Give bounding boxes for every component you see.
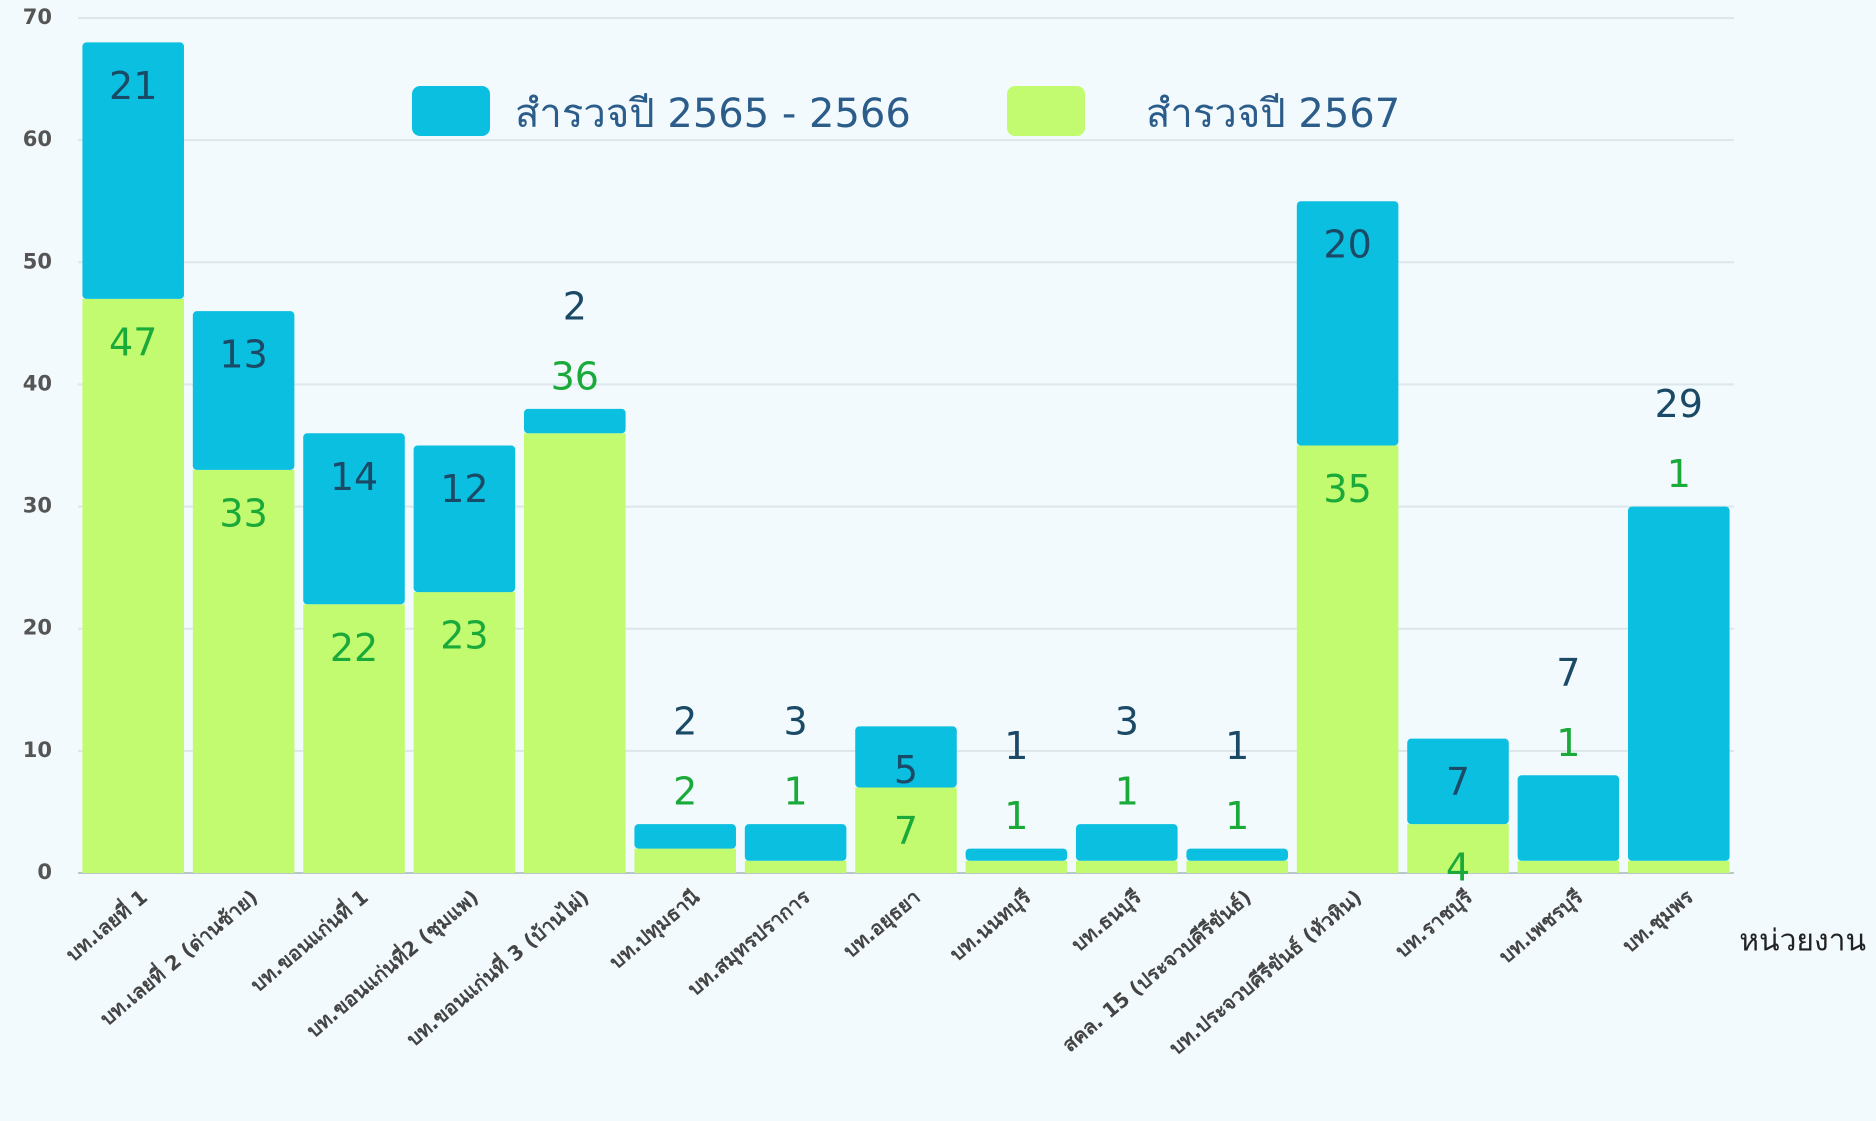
value-label: 1 (1004, 794, 1028, 838)
bar-segment (634, 848, 736, 873)
legend-swatch (1007, 86, 1085, 136)
value-label: 5 (894, 748, 918, 792)
bar-segment (1296, 445, 1399, 873)
value-label: 7 (1446, 760, 1470, 804)
y-tick-label: 0 (37, 860, 52, 884)
bar-segment (1296, 201, 1399, 446)
legend-swatch (412, 86, 490, 136)
value-label: 3 (784, 700, 808, 744)
value-label: 23 (440, 614, 488, 658)
x-tick-label: บท.ราชบุรี (1390, 884, 1477, 963)
bar-segment (1186, 848, 1288, 861)
bar-segment (744, 860, 847, 873)
bar-segment (1407, 824, 1509, 873)
x-tick-label: บท.อยุธยา (839, 885, 926, 964)
x-tick-label: บท.ขอนแก่นที่2 (ชุมแพ) (300, 882, 484, 1043)
value-label: 7 (1556, 651, 1580, 695)
value-label: 1 (1556, 721, 1580, 765)
y-tick-label: 30 (23, 494, 52, 518)
x-tick-label: บท.ธนบุรี (1067, 884, 1147, 957)
value-label: 47 (109, 320, 157, 364)
bar-segment (192, 311, 295, 470)
value-label: 14 (330, 455, 378, 499)
value-label: 21 (109, 64, 157, 108)
value-label: 22 (330, 626, 378, 670)
value-label: 1 (1225, 794, 1249, 838)
value-label: 33 (219, 491, 267, 535)
x-tick-label: บท.นนทบุรี (945, 885, 1036, 967)
bar-segment (192, 469, 295, 873)
value-label: 7 (894, 809, 918, 853)
bar-segment (744, 824, 847, 861)
bar-segment (1517, 860, 1620, 873)
bar-segment (82, 42, 184, 299)
y-tick-label: 60 (23, 127, 52, 151)
bar-segment (1628, 860, 1730, 873)
x-tick-label: บท.ชุมพร (1618, 885, 1699, 958)
bar-segment (1407, 738, 1509, 825)
bar-segment (524, 408, 626, 434)
value-label: 36 (551, 354, 599, 398)
value-label: 1 (1667, 452, 1691, 496)
value-label: 3 (1115, 700, 1139, 744)
bar-segment (1517, 775, 1620, 861)
value-label: 1 (1225, 724, 1249, 768)
value-label: 4 (1446, 846, 1470, 890)
value-label: 35 (1323, 467, 1371, 511)
bar-segment (634, 824, 736, 849)
bar-segment (413, 592, 516, 873)
x-tick-label: บท.เพชรบุรี (1494, 884, 1588, 968)
y-tick-label: 20 (23, 616, 52, 640)
y-tick-label: 40 (23, 371, 52, 395)
bar-segment (965, 860, 1068, 873)
bar-segment (855, 787, 957, 873)
bar-segment (524, 433, 626, 873)
value-label: 2 (563, 284, 587, 328)
value-label: 20 (1323, 223, 1371, 267)
bar-segment (82, 298, 184, 873)
x-axis-label: หน่วยงาน (1739, 924, 1866, 959)
value-label: 1 (784, 770, 808, 814)
y-tick-label: 50 (23, 249, 52, 273)
value-label: 29 (1655, 382, 1703, 426)
x-tick-label: บท.ขอนแก่นที่ 3 (บ้านไผ่) (400, 882, 594, 1051)
bar-segment (303, 433, 405, 605)
bar-segment (1076, 824, 1178, 861)
value-label: 12 (440, 467, 488, 511)
y-tick-label: 70 (23, 5, 52, 29)
x-tick-label: บท.เลยที่ 1 (59, 882, 152, 966)
value-label: 1 (1115, 770, 1139, 814)
value-label: 13 (219, 333, 267, 377)
bar-segment (1628, 506, 1730, 861)
value-label: 2 (673, 770, 697, 814)
bar-segment (1186, 860, 1288, 873)
x-tick-label: สคล. 15 (ประจวบคีรีขันธ์) (1057, 885, 1255, 1057)
bar-segment (1076, 860, 1178, 873)
legend-label: สำรวจปี 2565 - 2566 (515, 91, 911, 137)
bar-segment (965, 848, 1068, 861)
y-tick-label: 10 (23, 738, 52, 762)
bar-segment (413, 445, 516, 593)
x-tick-label: บท.ประจวบคีรีขันธ์ (หัวหิน) (1164, 885, 1366, 1060)
bar-segment (855, 726, 957, 788)
x-tick-label: บท.ปทุมธานี (605, 884, 705, 974)
legend-label: สำรวจปี 2567 (1146, 91, 1400, 137)
bar-segment (303, 604, 405, 873)
value-label: 1 (1004, 724, 1028, 768)
value-label: 2 (673, 700, 697, 744)
